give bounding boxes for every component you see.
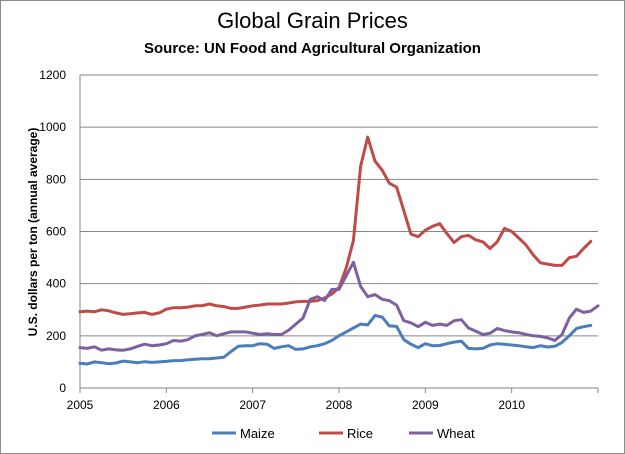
- chart-subtitle: Source: UN Food and Agricultural Organiz…: [144, 40, 481, 57]
- y-tick-label: 600: [46, 225, 66, 239]
- legend-label-maize: Maize: [240, 426, 275, 441]
- x-tick-label: 2005: [67, 398, 94, 412]
- x-tick-label: 2008: [326, 398, 353, 412]
- y-tick-label: 1200: [39, 68, 66, 82]
- x-tick-label: 2010: [498, 398, 525, 412]
- series-lines: [78, 135, 600, 366]
- y-tick-label: 400: [46, 277, 66, 291]
- y-tick-label: 1000: [39, 120, 66, 134]
- y-tick-label: 200: [46, 329, 66, 343]
- chart-title: Global Grain Prices: [217, 8, 408, 33]
- legend: Maize Rice Wheat: [212, 426, 475, 441]
- y-axis-label: U.S. dollars per ton (annual average): [26, 128, 40, 337]
- x-tick-labels: 2005 2006 2007 2008 2009 2010: [67, 388, 599, 412]
- y-tick-label: 800: [46, 172, 66, 186]
- x-tick-label: 2006: [153, 398, 180, 412]
- series-line-wheat: [78, 260, 600, 352]
- y-tick-labels: 0 200 400 600 800 1000 1200: [39, 68, 66, 395]
- y-tick-label: 0: [59, 381, 66, 395]
- x-tick-label: 2009: [412, 398, 439, 412]
- series-line-rice: [78, 135, 593, 316]
- legend-label-wheat: Wheat: [437, 426, 475, 441]
- series-line-maize: [78, 314, 593, 366]
- gridlines: [80, 74, 598, 337]
- legend-label-rice: Rice: [347, 426, 373, 441]
- axes: [79, 75, 598, 389]
- x-tick-label: 2007: [239, 398, 266, 412]
